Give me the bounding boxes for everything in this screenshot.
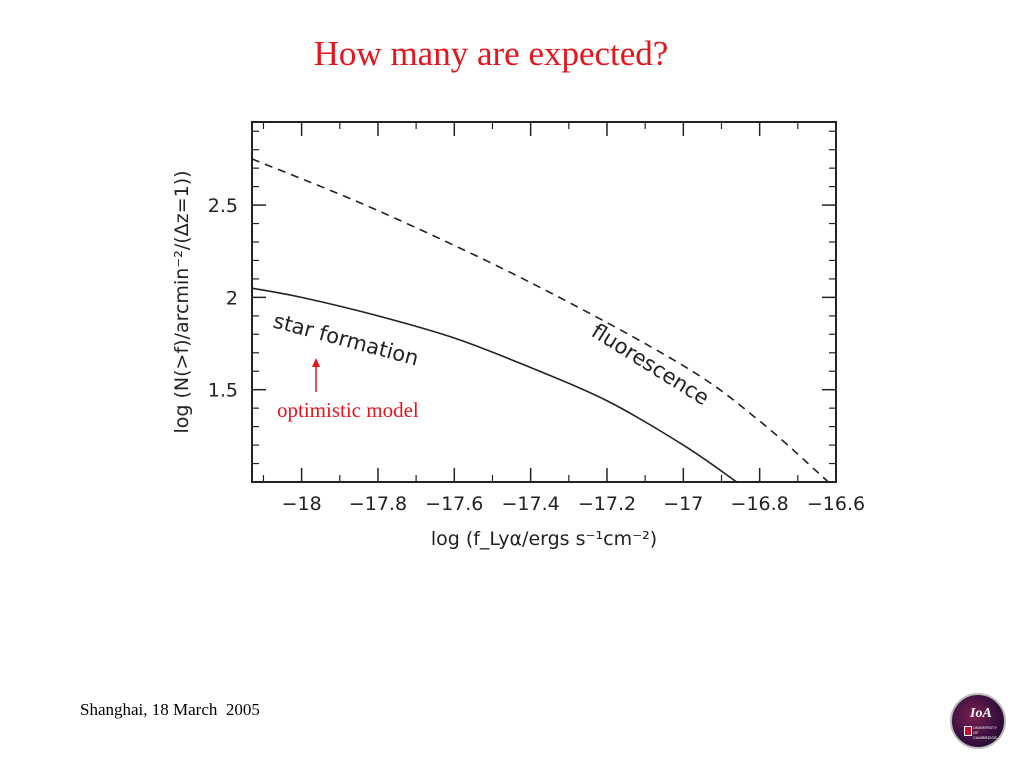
y-tick-label: 2 xyxy=(226,287,238,309)
logo-mark: IoA xyxy=(970,706,992,721)
x-tick-label: −17 xyxy=(663,493,703,515)
crest-icon xyxy=(964,726,972,736)
x-axis-label: log (f_Lyα/ergs s⁻¹cm⁻²) xyxy=(431,528,657,550)
y-axis-label: log (N(>f)/arcmin⁻²/(Δz=1)) xyxy=(171,170,193,433)
logo-subtext: UNIVERSITY OF CAMBRIDGE xyxy=(973,725,998,740)
optimistic-model-label: optimistic model xyxy=(277,398,419,422)
fluorescence-label: fluorescence xyxy=(587,319,713,410)
x-tick-label: −16.6 xyxy=(807,493,865,515)
x-tick-label: −17.8 xyxy=(349,493,407,515)
footer-text: Shanghai, 18 March 2005 xyxy=(80,700,260,719)
slide-title: How many are expected? xyxy=(313,34,669,73)
series-fluorescence xyxy=(251,158,829,483)
ioa-logo: IoA UNIVERSITY OF CAMBRIDGE xyxy=(950,693,1006,749)
x-tick-label: −16.8 xyxy=(731,493,789,515)
y-tick-label: 1.5 xyxy=(208,380,238,402)
x-tick-label: −18 xyxy=(282,493,322,515)
series-star-formation xyxy=(251,287,738,483)
plot-frame xyxy=(251,121,837,483)
x-tick-label: −17.4 xyxy=(502,493,560,515)
optimistic-model-arrowhead xyxy=(312,358,320,367)
y-tick-label: 2.5 xyxy=(208,195,238,217)
x-tick-label: −17.6 xyxy=(425,493,483,515)
star-formation-label: star formation xyxy=(271,309,422,371)
x-tick-label: −17.2 xyxy=(578,493,636,515)
